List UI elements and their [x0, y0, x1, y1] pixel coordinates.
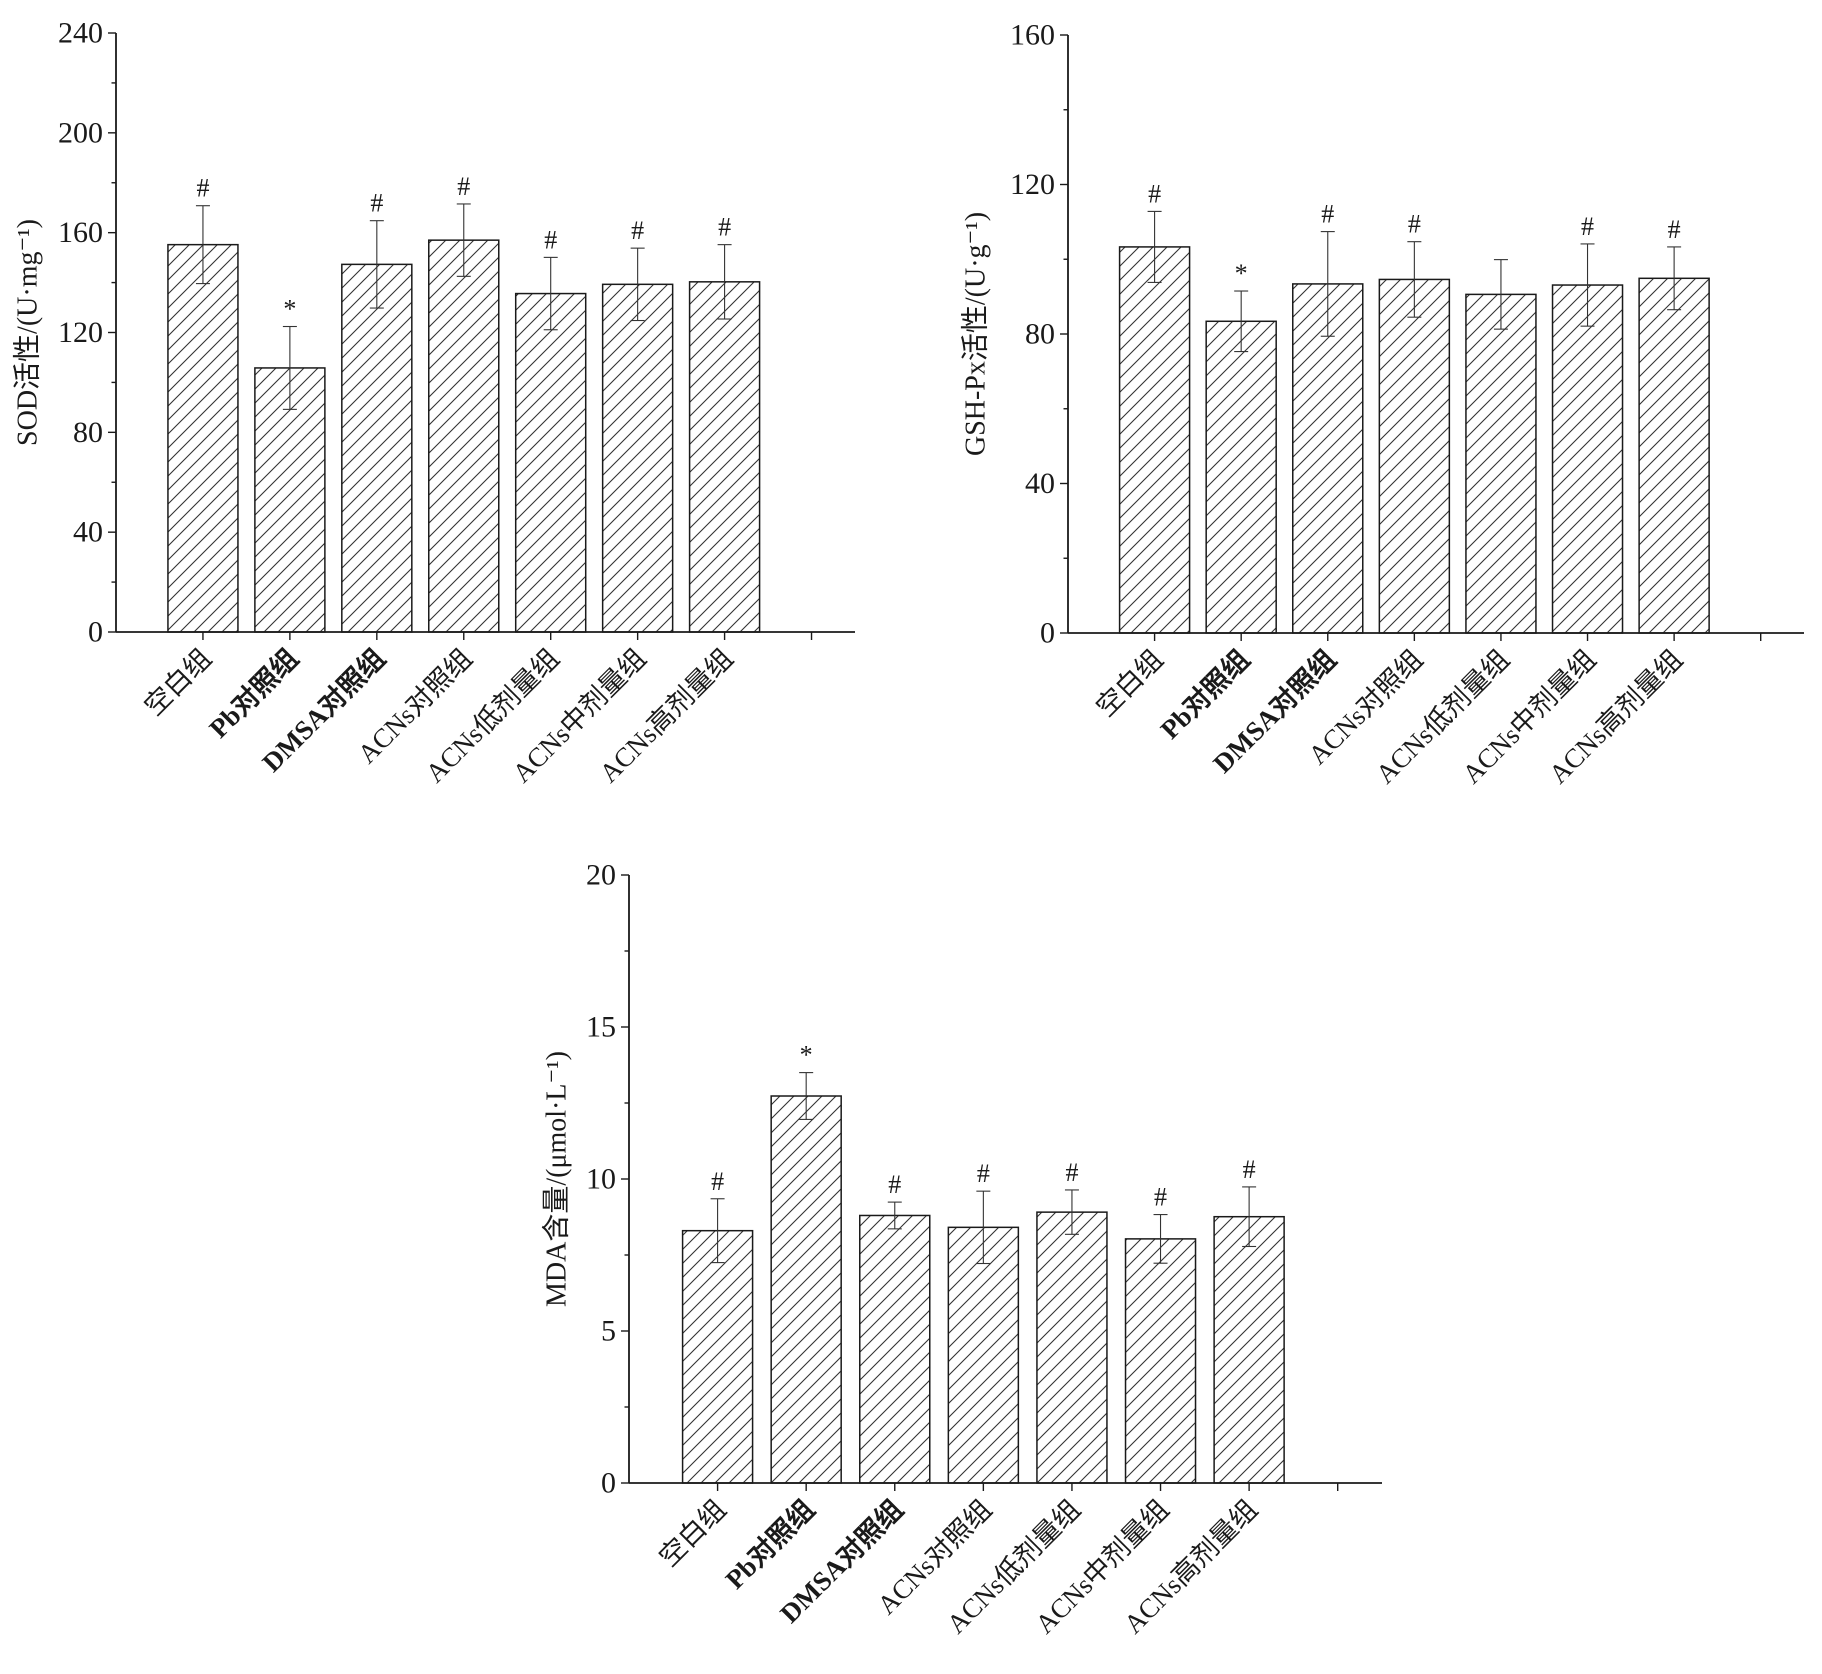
bar — [681, 1229, 754, 1484]
bar — [688, 281, 761, 633]
error-bar — [1234, 290, 1249, 353]
bar — [1205, 320, 1277, 634]
y-tick-label: 160 — [58, 216, 103, 249]
error-bar — [1320, 231, 1335, 337]
y-tick-label: 15 — [586, 1011, 616, 1044]
error-bar — [799, 1072, 814, 1120]
y-tick-label: 80 — [73, 416, 103, 449]
significance-mark: # — [1154, 1183, 1167, 1212]
bar — [1213, 1215, 1285, 1484]
y-tick-label: 120 — [1010, 168, 1055, 201]
error-bar — [1147, 210, 1162, 283]
y-tick-label: 0 — [88, 616, 103, 649]
significance-mark: # — [631, 216, 644, 245]
bar — [601, 283, 674, 633]
bar — [859, 1214, 931, 1484]
bar — [1638, 277, 1710, 634]
error-bar — [1493, 259, 1508, 330]
significance-mark: * — [800, 1041, 813, 1070]
y-tick-label: 200 — [58, 116, 103, 149]
significance-mark: # — [1243, 1155, 1256, 1184]
significance-mark: # — [711, 1167, 724, 1196]
significance-mark: # — [1148, 179, 1161, 208]
y-tick-label: 20 — [586, 859, 616, 892]
significance-mark: # — [718, 213, 731, 242]
y-tick-label: 80 — [1025, 318, 1055, 351]
significance-mark: # — [888, 1170, 901, 1199]
error-bar — [717, 244, 732, 320]
error-bar — [1064, 1189, 1079, 1235]
error-bar — [630, 247, 645, 322]
y-tick-label: 0 — [1040, 617, 1055, 650]
error-bar — [1153, 1214, 1168, 1264]
y-axis-title: MDA含量/(μmol·L⁻¹) — [541, 1051, 573, 1307]
bar — [1378, 278, 1451, 634]
gsh-px-activity-chart: #*# # # #空白组Pb对照组DMSA对照组ACNs对照组ACNs低剂量组ACNs… — [960, 19, 1804, 789]
y-tick-label: 0 — [601, 1467, 616, 1500]
significance-mark: # — [1321, 200, 1334, 229]
error-bar — [456, 203, 471, 277]
y-tick-label: 40 — [73, 516, 103, 549]
bar — [1292, 283, 1364, 634]
error-bar — [282, 325, 297, 410]
y-tick-label: 120 — [58, 316, 103, 349]
error-bar — [1242, 1186, 1257, 1248]
significance-mark: # — [1065, 1158, 1078, 1187]
x-tick-label: 空白组 — [653, 1494, 731, 1572]
error-bar — [1407, 241, 1422, 318]
bar — [1036, 1211, 1108, 1484]
error-bar — [195, 205, 210, 285]
error-bar — [1667, 246, 1682, 311]
x-tick-label: 空白组 — [139, 643, 217, 721]
significance-mark: # — [457, 172, 470, 201]
bar — [1465, 293, 1537, 634]
bar — [770, 1095, 842, 1484]
bar — [514, 292, 587, 633]
y-tick-label: 10 — [586, 1163, 616, 1196]
significance-mark: * — [283, 295, 296, 324]
bar — [1118, 246, 1191, 634]
significance-mark: # — [1668, 215, 1681, 244]
y-axis-title: SOD活性/(U·mg⁻¹) — [12, 219, 44, 446]
error-bar — [543, 256, 558, 331]
y-tick-label: 240 — [58, 17, 103, 50]
sod-activity-chart: #*### # #空白组Pb对照组DMSA对照组ACNs对照组ACNs低剂量组ACN… — [12, 17, 855, 788]
significance-mark: # — [370, 189, 383, 218]
significance-mark: # — [977, 1159, 990, 1188]
significance-mark: # — [196, 174, 209, 203]
error-bar — [1580, 243, 1595, 327]
bar — [1551, 284, 1624, 634]
significance-mark: * — [1235, 259, 1248, 288]
error-bar — [976, 1190, 991, 1265]
bar — [947, 1226, 1020, 1484]
y-tick-label: 40 — [1025, 467, 1055, 500]
error-bar — [710, 1198, 725, 1264]
significance-mark: # — [1581, 212, 1594, 241]
y-axis-title: GSH-Px活性/(U·g⁻¹) — [960, 212, 992, 456]
bar — [428, 239, 500, 633]
bar — [1124, 1238, 1197, 1484]
significance-mark: # — [544, 225, 557, 254]
bar — [341, 263, 413, 633]
significance-mark: # — [1408, 210, 1421, 239]
mda-content-chart: #*# # ###空白组Pb对照组DMSA对照组ACNs对照组ACNs低剂量组ACN… — [541, 859, 1382, 1639]
y-tick-label: 5 — [601, 1315, 616, 1348]
x-tick-label: 空白组 — [1090, 644, 1168, 722]
y-tick-label: 160 — [1010, 19, 1055, 52]
bar — [254, 367, 326, 633]
error-bar — [887, 1201, 902, 1230]
bar — [167, 243, 239, 633]
error-bar — [369, 220, 384, 309]
